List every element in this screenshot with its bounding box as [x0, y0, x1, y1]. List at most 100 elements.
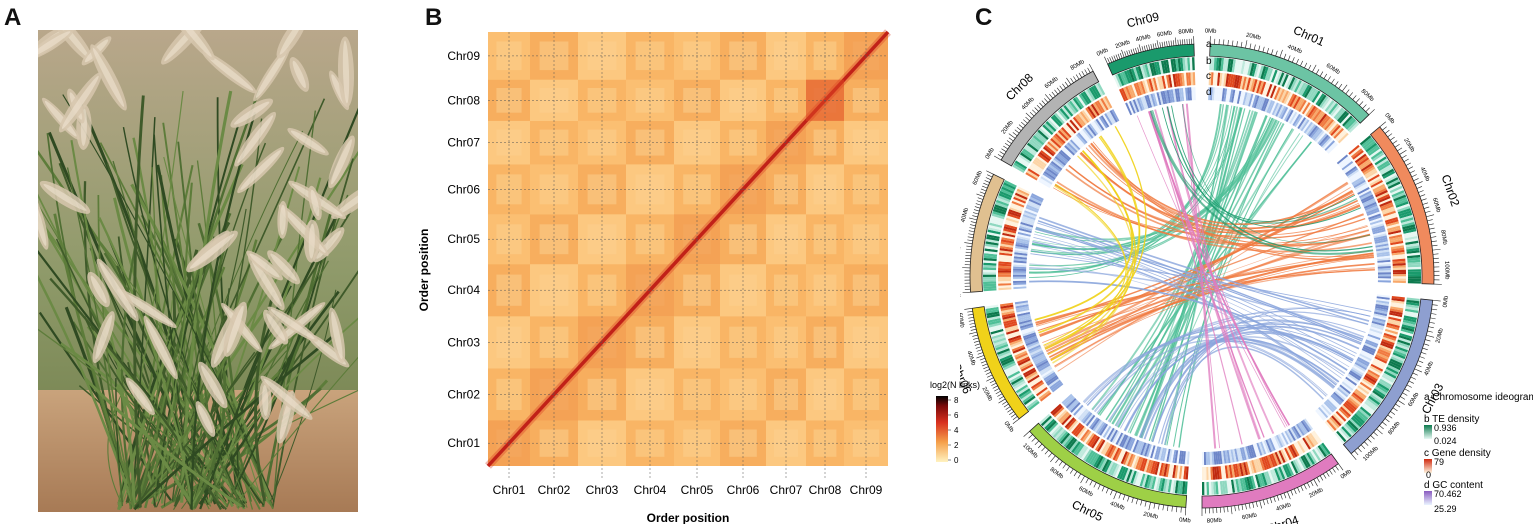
track-c-segment: [1062, 125, 1074, 137]
track-d-segment: [1261, 97, 1268, 111]
track-c-segment: [1390, 304, 1404, 309]
track-d-segment: [1351, 367, 1364, 376]
hic-y-axis-label: Order position: [417, 229, 431, 312]
track-c-segment: [1315, 112, 1326, 124]
track-c-segment: [1392, 265, 1406, 269]
track-d-segment: [1014, 254, 1028, 258]
ideogram-tick: [1144, 501, 1147, 507]
track-c-segment: [1165, 463, 1170, 478]
ideogram-tick: [1280, 494, 1283, 500]
track-d-segment: [1211, 87, 1215, 101]
ideogram-tick: [1073, 76, 1077, 82]
track-b-segment: [1286, 462, 1294, 476]
track-b-segment: [1399, 332, 1413, 339]
track-c-segment: [1121, 87, 1129, 101]
track-d-segment: [1102, 114, 1111, 127]
track-d-segment: [1244, 92, 1250, 106]
legend-d-max: 70.462: [1434, 489, 1462, 499]
track-c-segment: [1174, 73, 1179, 87]
ideogram-tick: [1312, 64, 1317, 73]
ideogram-tick: [973, 337, 979, 340]
track-c-segment: [1380, 340, 1394, 348]
track-c-segment: [1181, 465, 1185, 480]
track-b-segment: [985, 306, 999, 312]
track-b-segment: [1259, 473, 1266, 487]
track-c-segment: [1352, 150, 1364, 160]
track-d-segment: [1263, 440, 1271, 454]
track-b-segment: [987, 231, 1001, 237]
track-b-segment: [1056, 429, 1067, 442]
track-d-segment: [1050, 160, 1063, 171]
track-c-segment: [1150, 78, 1156, 92]
track-d-segment: [1172, 88, 1177, 103]
track-b-segment: [1103, 460, 1112, 473]
track-b-segment: [985, 238, 999, 244]
track-d-segment: [1025, 206, 1039, 213]
track-c-segment: [1007, 213, 1021, 220]
ideogram-tick: [1384, 418, 1390, 423]
track-c-segment: [1079, 111, 1090, 124]
track-c-segment: [1051, 136, 1063, 147]
track-c-segment: [1005, 327, 1019, 333]
track-c-segment: [1092, 102, 1102, 115]
ideogram-tick: [995, 390, 1001, 395]
ideogram-tick: [1010, 413, 1016, 418]
grass-plume: [202, 51, 257, 94]
ideogram-tick: [1236, 41, 1238, 47]
track-b-segment: [1407, 271, 1421, 275]
track-b-segment: [1406, 299, 1420, 304]
track-b-segment: [1402, 322, 1416, 328]
track-d-segment: [1256, 442, 1263, 456]
track-b-segment: [1402, 319, 1416, 325]
track-d-segment: [1278, 105, 1287, 119]
ideogram-tick: [1170, 40, 1173, 47]
ideogram-tick: [1350, 453, 1357, 461]
track-c-segment: [1294, 97, 1303, 111]
ideogram-tick: [1415, 181, 1423, 185]
track-c-segment: [1324, 119, 1335, 131]
track-b-segment: [1076, 95, 1086, 108]
track-d-segment: [1361, 196, 1375, 204]
track-c-segment: [1385, 326, 1399, 333]
track-b-segment: [1146, 63, 1153, 77]
synteny-link: [1037, 222, 1357, 354]
track-d-segment: [1019, 225, 1033, 232]
hic-blocks: [488, 32, 888, 466]
track-d-segment: [1176, 450, 1181, 464]
track-c-segment: [1363, 166, 1376, 176]
track-c-segment: [1384, 330, 1398, 337]
track-c-segment: [1177, 73, 1181, 87]
track-d-segment: [1371, 322, 1385, 329]
track-d-segment: [1021, 328, 1035, 335]
track-d-segment: [1024, 208, 1038, 215]
grass-plume: [263, 309, 289, 345]
legend-d-title: d GC content: [1424, 480, 1483, 491]
track-c-segment: [1087, 106, 1097, 119]
track-d-segment: [1352, 365, 1365, 374]
track-c-segment: [1061, 414, 1072, 426]
ideogram-tick: [1146, 45, 1148, 51]
ideogram-tick: [973, 212, 979, 215]
track-c-segment: [1069, 119, 1080, 131]
track-b-segment: [989, 222, 1003, 228]
track-c-segment: [1096, 439, 1106, 452]
track-b-segment: [1071, 441, 1081, 454]
track-c-segment: [1154, 461, 1160, 475]
track-d-segment: [1346, 375, 1359, 385]
track-c-segment: [1174, 465, 1179, 479]
track-b-segment: [995, 343, 1009, 351]
grass-plume: [258, 380, 272, 420]
ideogram-tick: [1227, 506, 1229, 513]
synteny-link: [1029, 120, 1278, 270]
track-c-segment: [1354, 388, 1367, 399]
ideogram-tick: [1062, 463, 1067, 469]
track-d-segment: [1241, 447, 1247, 461]
ideogram-tick: [1003, 403, 1009, 408]
ideogram-tick: [1070, 78, 1074, 83]
track-d-segment: [1101, 424, 1110, 437]
track-d-segment: [1349, 370, 1362, 380]
track-c-segment: [1178, 465, 1183, 479]
track-b-segment: [1404, 310, 1418, 316]
track-b-segment: [1386, 179, 1400, 188]
track-d-segment: [1104, 113, 1113, 126]
